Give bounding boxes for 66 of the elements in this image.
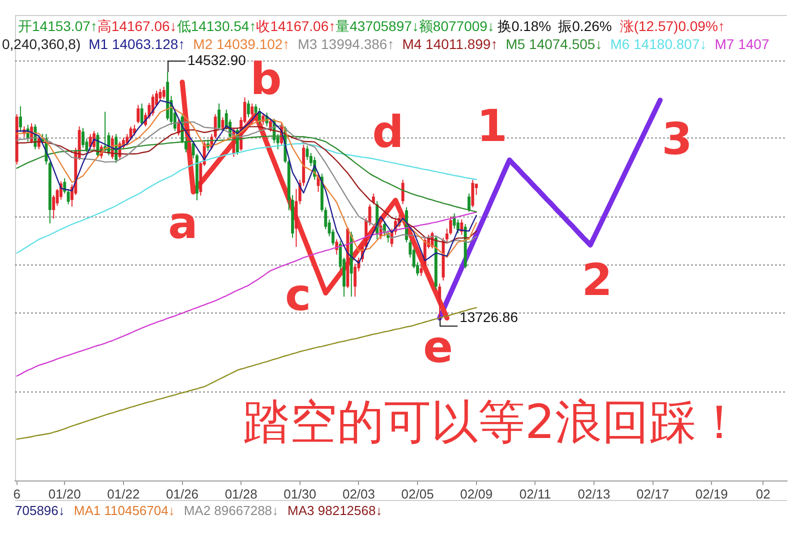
text: M3 13994.386↑: [298, 36, 394, 52]
x-tick-label: 01/22: [107, 486, 140, 502]
x-tick-label: 01/26: [166, 486, 199, 502]
annotation: 高14167.06↓: [97, 18, 177, 34]
annotation: c: [284, 270, 312, 321]
annotation: b: [250, 54, 282, 105]
annotation: 14532.90: [188, 52, 246, 68]
text: MA2 89667288↓: [184, 503, 279, 519]
candlestick: [214, 114, 217, 140]
candlestick: [140, 103, 144, 126]
candlestick: [246, 100, 250, 118]
x-tick-label: 01/28: [224, 486, 258, 502]
annotation: 换0.18%: [497, 18, 552, 34]
annotation: 1: [476, 101, 508, 152]
candlestick: [250, 103, 254, 117]
x-tick-label: 02/13: [578, 486, 610, 502]
candlestick: [221, 116, 224, 130]
annotation: 13726.86: [460, 308, 518, 325]
text: M1 14063.128↑: [88, 36, 186, 52]
text: M2 14039.102↑: [193, 36, 290, 52]
text: MA1 110456704↓: [74, 503, 175, 519]
candlestick: [162, 86, 166, 100]
annotation: 2: [582, 255, 612, 306]
annotation: 0,240,360,8): [2, 36, 81, 52]
text: 705896↓: [15, 503, 65, 519]
text: M7 1407: [714, 36, 770, 52]
x-tick-label: 02/09: [460, 486, 493, 502]
annotation: 低14130.54↑: [176, 18, 256, 34]
text: M6 14180.807↓: [610, 36, 707, 52]
x-tick-label: 02/03: [342, 486, 375, 502]
annotation: 振0.26%: [558, 18, 612, 34]
annotation: d: [372, 107, 404, 158]
annotation: 收14167.06↑: [256, 18, 336, 34]
x-tick-label: 02/19: [695, 486, 728, 502]
candlestick: [136, 104, 140, 124]
x-tick-label: 02/17: [636, 486, 670, 502]
candlestick: [401, 179, 404, 205]
candlestick: [188, 140, 192, 154]
x-tick-label: 01/30: [284, 486, 316, 502]
x-tick-label: 02: [756, 486, 770, 502]
text: M5 14074.505↓: [506, 36, 602, 52]
annotation: 量43705897↓: [336, 18, 419, 34]
annotation: 涨(12.57)0.09%↑: [620, 18, 725, 34]
candlestick: [129, 126, 132, 141]
text: M4 14011.899↑: [402, 36, 498, 52]
candlestick: [66, 188, 70, 205]
candlestick: [158, 88, 162, 101]
candlestick: [19, 106, 22, 132]
candlestick: [468, 193, 470, 212]
x-tick-label: 02/11: [519, 486, 551, 502]
annotation: 开14153.07↑: [18, 18, 98, 34]
x-tick-label: 02/05: [401, 486, 434, 502]
x-tick-label: 6: [13, 486, 20, 502]
annotation: 额8077009↓: [418, 18, 494, 34]
annotation: e: [423, 322, 453, 373]
candlestick: [218, 103, 220, 130]
text: MA3 98212568↓: [288, 503, 382, 519]
candlestick: [372, 193, 375, 205]
candlestick: [420, 264, 423, 276]
annotation: a: [168, 198, 198, 249]
annotation: 3: [662, 114, 692, 165]
candlestick: [438, 283, 442, 319]
candlestick: [471, 179, 474, 208]
candlestick: [82, 127, 84, 148]
x-tick-label: 01/20: [48, 486, 81, 502]
annotation: 踏空的可以等2浪回踩！: [243, 395, 743, 450]
